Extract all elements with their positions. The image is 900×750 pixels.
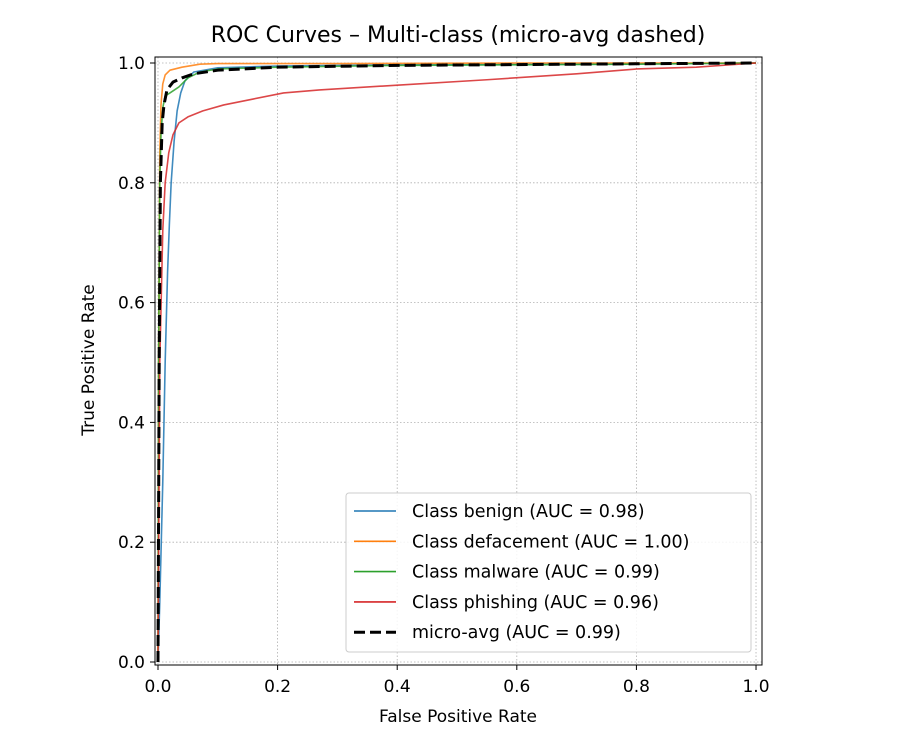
x-tick-label: 0.0: [144, 677, 171, 697]
y-tick-label: 0.0: [118, 653, 145, 673]
legend-label: Class malware (AUC = 0.99): [412, 563, 660, 583]
legend-label: Class phishing (AUC = 0.96): [412, 593, 659, 613]
ticks: 0.0 0.2 0.4 0.6 0.8 1.0 0.0 0.2 0.4 0.6 0.8 1.0: [118, 54, 770, 697]
x-tick-label: 0.4: [384, 677, 411, 697]
series-group: [156, 61, 757, 663]
x-tick-label: 0.2: [264, 677, 291, 697]
y-axis-title: True Positive Rate: [79, 284, 99, 436]
legend-label: micro-avg (AUC = 0.99): [412, 623, 621, 643]
x-tick-label: 1.0: [742, 677, 769, 697]
y-tick-label: 0.8: [118, 174, 145, 194]
x-tick-label: 0.6: [503, 677, 530, 697]
series-line-class-phishing: [157, 62, 757, 663]
plot-frame: [154, 56, 763, 666]
chart-title: ROC Curves – Multi-class (micro-avg dash…: [211, 23, 706, 48]
legend: Class benign (AUC = 0.98) Class defacemen…: [345, 492, 752, 653]
y-tick-label: 0.4: [118, 413, 145, 433]
x-tick-label: 0.8: [623, 677, 650, 697]
legend-box: [345, 492, 752, 653]
x-axis-title: False Positive Rate: [379, 707, 537, 727]
y-tick-label: 1.0: [118, 54, 145, 74]
y-tick-label: 0.6: [118, 294, 145, 314]
legend-label: Class defacement (AUC = 1.00): [412, 532, 690, 552]
series-line-micro-avg: [156, 61, 757, 663]
y-tick-label: 0.2: [118, 533, 145, 553]
legend-label: Class benign (AUC = 0.98): [412, 502, 645, 522]
